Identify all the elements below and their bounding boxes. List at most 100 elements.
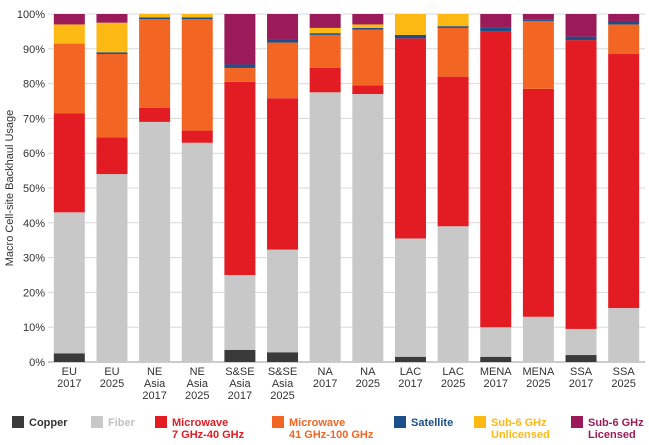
- bar-segment: [53, 113, 85, 213]
- bars: [53, 14, 640, 363]
- x-category-label: NE: [147, 366, 162, 378]
- bar-segment: [267, 42, 299, 99]
- x-category-label: LAC: [400, 366, 421, 378]
- y-tick-label: 90%: [23, 44, 45, 56]
- y-tick-label: 50%: [23, 183, 45, 195]
- x-category-label: LAC: [442, 366, 463, 378]
- x-category-label: Asia: [272, 378, 294, 390]
- bar-segment: [394, 238, 426, 357]
- bar-segment: [522, 19, 554, 21]
- bar-segment: [224, 275, 256, 350]
- x-category-label: 2025: [611, 378, 635, 390]
- x-category-label: S&SE: [268, 366, 297, 378]
- bar-segment: [480, 356, 512, 362]
- y-tick-label: 70%: [23, 113, 45, 125]
- bar-segment: [522, 20, 554, 89]
- y-axis-label: Macro Cell-site Backhaul Usage: [4, 110, 16, 267]
- y-tick-label: 80%: [23, 79, 45, 91]
- legend-label: Microwave: [172, 417, 228, 429]
- x-category-label: 2025: [100, 378, 124, 390]
- x-category-label: 2025: [270, 390, 294, 402]
- bar-segment: [224, 14, 256, 65]
- bar-segment: [96, 14, 128, 23]
- bar-segment: [352, 27, 384, 30]
- legend-swatch: [394, 416, 406, 428]
- legend-label: 41 GHz-100 GHz: [289, 429, 374, 441]
- bar-segment: [352, 14, 384, 25]
- x-category-label: SSA: [613, 366, 636, 378]
- bar-segment: [53, 353, 85, 362]
- y-tick-label: 10%: [23, 322, 45, 334]
- bar-segment: [352, 85, 384, 95]
- legend-label: 7 GHz-40 GHz: [172, 429, 245, 441]
- bar-segment: [309, 27, 341, 34]
- bar-segment: [309, 67, 341, 93]
- x-category-label: 2017: [484, 378, 508, 390]
- legend-label: Sub-6 GHz: [588, 417, 644, 429]
- x-category-label: 2025: [526, 378, 550, 390]
- x-category-label: NE: [190, 366, 205, 378]
- x-category-label: S&SE: [225, 366, 254, 378]
- legend-swatch: [474, 416, 486, 428]
- bar-segment: [309, 33, 341, 35]
- bar-segment: [224, 349, 256, 362]
- legend-swatch: [155, 416, 167, 428]
- bar-segment: [267, 352, 299, 362]
- bar-segment: [608, 24, 640, 55]
- x-category-label: MENA: [480, 366, 512, 378]
- bar-segment: [565, 36, 597, 41]
- bar-segment: [394, 38, 426, 239]
- y-tick-label: 30%: [23, 253, 45, 265]
- y-tick-label: 60%: [23, 148, 45, 160]
- bar-segment: [139, 17, 171, 20]
- legend-label: Copper: [29, 417, 68, 429]
- y-tick-label: 0%: [29, 357, 45, 369]
- bar-segment: [608, 20, 640, 25]
- x-category-label: Asia: [187, 378, 209, 390]
- legend-swatch: [571, 416, 583, 428]
- bar-segment: [181, 17, 213, 20]
- x-category-label: SSA: [570, 366, 593, 378]
- bar-segment: [96, 22, 128, 53]
- bar-segment: [181, 142, 213, 362]
- bar-segment: [522, 14, 554, 20]
- x-category-label: 2017: [313, 378, 337, 390]
- bar-segment: [480, 31, 512, 328]
- bar-segment: [181, 130, 213, 143]
- bar-segment: [267, 98, 299, 250]
- bar-segment: [522, 88, 554, 317]
- y-tick-label: 40%: [23, 218, 45, 230]
- x-category-label: MENA: [523, 366, 555, 378]
- bar-segment: [437, 26, 469, 28]
- x-category-label: 2017: [398, 378, 422, 390]
- legend-swatch: [91, 416, 103, 428]
- bar-segment: [394, 34, 426, 39]
- bar-segment: [352, 24, 384, 28]
- x-category-label: Asia: [229, 378, 251, 390]
- bar-segment: [437, 76, 469, 227]
- bar-segment: [267, 249, 299, 353]
- bar-segment: [53, 212, 85, 354]
- bar-segment: [437, 14, 469, 27]
- bar-segment: [267, 14, 299, 40]
- bar-segment: [394, 14, 426, 35]
- bar-segment: [139, 121, 171, 362]
- legend-item: Copper: [12, 416, 68, 429]
- bar-segment: [565, 355, 597, 362]
- bar-segment: [352, 29, 384, 86]
- bar-segment: [53, 14, 85, 25]
- x-category-label: Asia: [144, 378, 166, 390]
- bar-segment: [96, 137, 128, 175]
- bar-segment: [224, 67, 256, 82]
- bar-segment: [608, 308, 640, 362]
- bar-segment: [96, 52, 128, 55]
- bar-segment: [53, 43, 85, 114]
- x-category-label: EU: [104, 366, 119, 378]
- legend-label: Sub-6 GHz: [491, 417, 547, 429]
- y-tick-label: 20%: [23, 287, 45, 299]
- x-category-label: EU: [62, 366, 77, 378]
- x-category-label: 2025: [356, 378, 380, 390]
